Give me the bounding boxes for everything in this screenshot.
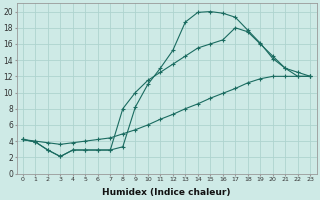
X-axis label: Humidex (Indice chaleur): Humidex (Indice chaleur) [102,188,231,197]
